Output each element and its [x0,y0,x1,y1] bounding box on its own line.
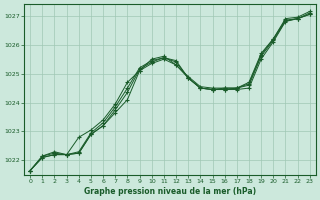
X-axis label: Graphe pression niveau de la mer (hPa): Graphe pression niveau de la mer (hPa) [84,187,256,196]
